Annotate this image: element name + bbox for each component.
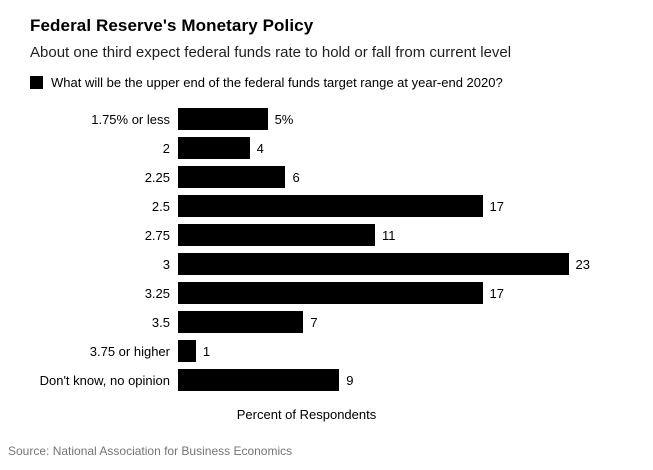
bar	[178, 282, 483, 304]
bar-row: 2.5 17	[30, 195, 623, 217]
bar	[178, 108, 268, 130]
bar-track: 17	[178, 195, 590, 217]
bar	[178, 195, 483, 217]
chart-title: Federal Reserve's Monetary Policy	[30, 16, 314, 35]
category-label: Don't know, no opinion	[39, 372, 170, 388]
bar-row: 2.75 11	[30, 224, 623, 246]
bar	[178, 253, 569, 275]
value-label: 4	[256, 140, 264, 156]
bar-row: 3.5 7	[30, 311, 623, 333]
category-label: 2.75	[144, 227, 170, 243]
value-label: 23	[575, 256, 590, 272]
value-label: 11	[382, 227, 396, 243]
bar-track: 1	[178, 340, 590, 362]
bar-row: 2.25 6	[30, 166, 623, 188]
bar-track: 11	[178, 224, 590, 246]
bar	[178, 137, 250, 159]
category-label: 3.75 or higher	[89, 343, 170, 359]
category-label: 3.25	[144, 285, 170, 301]
category-label: 2.5	[151, 198, 170, 214]
legend: What will be the upper end of the federa…	[30, 75, 623, 90]
legend-label: What will be the upper end of the federa…	[51, 75, 503, 90]
bar	[178, 340, 196, 362]
bar-track: 23	[178, 253, 590, 275]
bar-row: 3.75 or higher 1	[30, 340, 623, 362]
bar-track: 5%	[178, 108, 590, 130]
x-axis-label: Percent of Respondents	[236, 407, 377, 422]
category-label: 1.75% or less	[91, 111, 170, 127]
bar-row: Don't know, no opinion 9	[30, 369, 623, 391]
value-label: 6	[292, 169, 300, 185]
category-label: 2.25	[144, 169, 170, 185]
bar	[178, 166, 286, 188]
legend-swatch-icon	[30, 76, 43, 89]
bar-row: 3.25 17	[30, 282, 623, 304]
value-label: 17	[489, 285, 504, 301]
bar	[178, 224, 376, 246]
value-label: 7	[310, 314, 318, 330]
bar-track: 4	[178, 137, 590, 159]
category-label: 3.5	[151, 314, 170, 330]
chart-subtitle: About one third expect federal funds rat…	[30, 44, 512, 61]
bar-chart: 1.75% or less 5% 2 4 2.25 6 2.5 17 2.75 11 3 23 3.25…	[30, 108, 623, 391]
category-label: 2	[162, 140, 170, 156]
bar-track: 6	[178, 166, 590, 188]
value-label: 9	[346, 372, 354, 388]
bar-track: 9	[178, 369, 590, 391]
bar-track: 17	[178, 282, 590, 304]
bar-row: 3 23	[30, 253, 623, 275]
bar	[178, 369, 340, 391]
bar-row: 1.75% or less 5%	[30, 108, 623, 130]
value-label: 17	[489, 198, 504, 214]
bar	[178, 311, 304, 333]
source-note: Source: National Association for Busines…	[8, 444, 293, 458]
value-label: 1	[202, 343, 211, 359]
category-label: 3	[162, 256, 170, 272]
value-label: 5%	[274, 111, 294, 127]
bar-track: 7	[178, 311, 590, 333]
